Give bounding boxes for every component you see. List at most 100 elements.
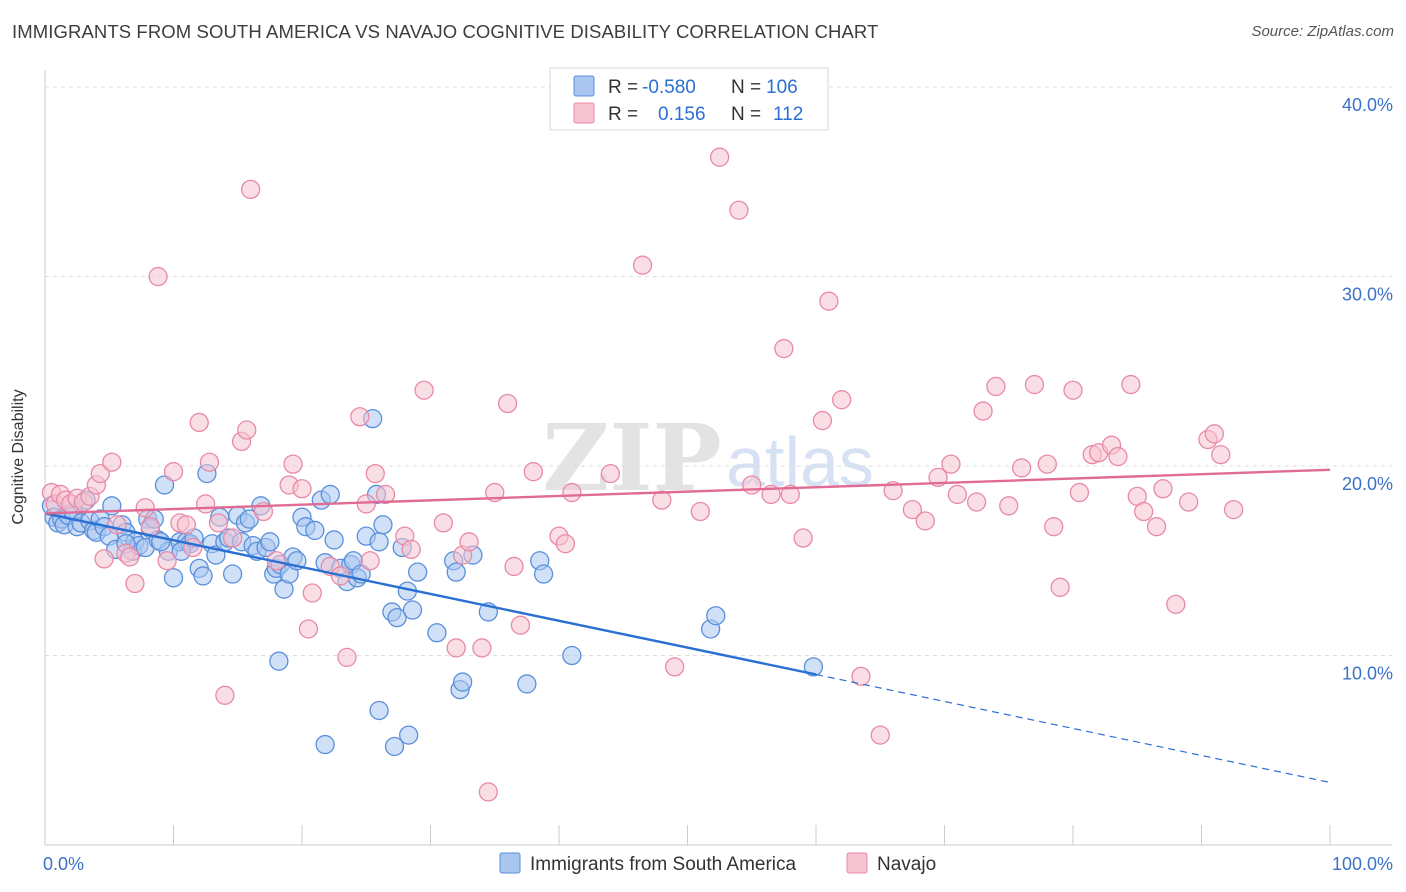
point-navajo (523, 462, 543, 482)
point-immigrants-south-america (373, 515, 393, 535)
point-immigrants-south-america (154, 475, 175, 495)
point-navajo (375, 484, 396, 505)
points (41, 147, 1244, 802)
point-immigrants-south-america (320, 484, 340, 505)
tick-labels: 10.0% 20.0% 30.0% 40.0% 0.0% 100.0% (43, 95, 1393, 874)
point-navajo (199, 452, 220, 472)
point-navajo (562, 482, 582, 503)
point-navajo (883, 481, 903, 501)
source-label: Source: ZipAtlas.com (1251, 23, 1394, 40)
point-immigrants-south-america (305, 520, 325, 541)
point-immigrants-south-america (369, 700, 389, 721)
point-immigrants-south-america (533, 564, 554, 584)
legend-bottom: Immigrants from South America Navajo (499, 852, 936, 875)
point-navajo (189, 412, 209, 433)
point-navajo (163, 462, 184, 482)
point-navajo (742, 475, 762, 495)
point-navajo (1037, 454, 1057, 474)
trend-line-immigrants-south-america (44, 512, 817, 676)
legend-bottom-swatch-blue (499, 852, 521, 874)
point-immigrants-south-america (706, 606, 726, 626)
point-navajo (356, 494, 376, 514)
point-navajo (851, 666, 871, 687)
legend-n-value-1: 106 (766, 77, 798, 98)
point-navajo (414, 380, 434, 400)
point-navajo (1063, 380, 1083, 400)
point-navajo (999, 496, 1019, 516)
point-navajo (360, 551, 380, 571)
point-immigrants-south-america (369, 532, 389, 552)
point-navajo (555, 534, 576, 554)
point-immigrants-south-america (452, 672, 473, 692)
point-immigrants-south-america (222, 564, 243, 584)
point-navajo (472, 638, 492, 658)
point-immigrants-south-america (387, 607, 407, 628)
point-navajo (350, 407, 370, 427)
axes (44, 70, 1392, 846)
point-navajo (1153, 479, 1173, 499)
point-immigrants-south-america (315, 734, 335, 755)
legend-r-label-2: R = (608, 104, 643, 125)
point-immigrants-south-america (562, 645, 582, 666)
point-navajo (459, 532, 479, 552)
point-navajo (1108, 446, 1128, 467)
point-navajo (1146, 517, 1167, 537)
point-navajo (504, 556, 524, 577)
point-immigrants-south-america (399, 725, 419, 745)
point-navajo (652, 490, 672, 510)
point-navajo (1179, 492, 1199, 512)
legend-top: R = -0.580 N = 106 R = 0.156 N = 112 (549, 67, 829, 131)
legend-bottom-label-blue: Immigrants from South America (530, 854, 797, 875)
point-navajo (208, 513, 229, 533)
point-navajo (176, 515, 197, 535)
point-navajo (1134, 501, 1154, 522)
y-tick-label: 10.0% (1342, 664, 1393, 684)
point-navajo (966, 492, 987, 512)
y-tick-label: 30.0% (1342, 285, 1393, 305)
point-navajo (102, 452, 122, 472)
point-navajo (1223, 499, 1244, 520)
legend-n-label-2: N = (731, 104, 766, 125)
point-navajo (973, 401, 993, 421)
point-navajo (947, 484, 967, 505)
x-tick-label: 100.0% (1332, 854, 1393, 874)
point-navajo (1121, 374, 1141, 395)
legend-swatch-blue (573, 75, 595, 97)
point-navajo (157, 551, 177, 571)
point-navajo (819, 291, 839, 311)
point-navajo (283, 454, 303, 474)
legend-r-value-1: -0.580 (642, 77, 696, 98)
point-navajo (183, 537, 203, 558)
point-navajo (195, 494, 216, 514)
point-navajo (237, 420, 257, 440)
legend-top-box (549, 67, 829, 131)
point-navajo (1166, 594, 1186, 615)
point-navajo (986, 376, 1006, 397)
point-immigrants-south-america (384, 736, 405, 757)
point-navajo (870, 725, 890, 745)
legend-r-label-1: R = (608, 77, 643, 98)
point-immigrants-south-america (517, 674, 537, 694)
x-tick-label: 0.0% (43, 854, 84, 874)
point-immigrants-south-america (324, 530, 344, 550)
legend-r-value-2: 0.156 (658, 104, 706, 125)
point-navajo (1050, 577, 1070, 597)
legend-swatch-pink (573, 102, 595, 124)
point-navajo (401, 539, 421, 560)
point-immigrants-south-america (260, 532, 280, 552)
legend-n-label-1: N = (731, 77, 766, 98)
point-immigrants-south-america (402, 600, 423, 620)
point-navajo (690, 501, 710, 522)
point-navajo (222, 528, 243, 548)
trend-line-extension-immigrants-south-america (815, 673, 1331, 784)
point-navajo (632, 255, 653, 275)
point-navajo (240, 179, 261, 200)
point-navajo (793, 528, 813, 548)
point-navajo (1211, 445, 1231, 465)
trend-line-navajo (44, 468, 1331, 515)
point-navajo (120, 547, 140, 567)
point-navajo (497, 393, 518, 414)
grid (45, 86, 1392, 657)
point-navajo (729, 200, 749, 220)
